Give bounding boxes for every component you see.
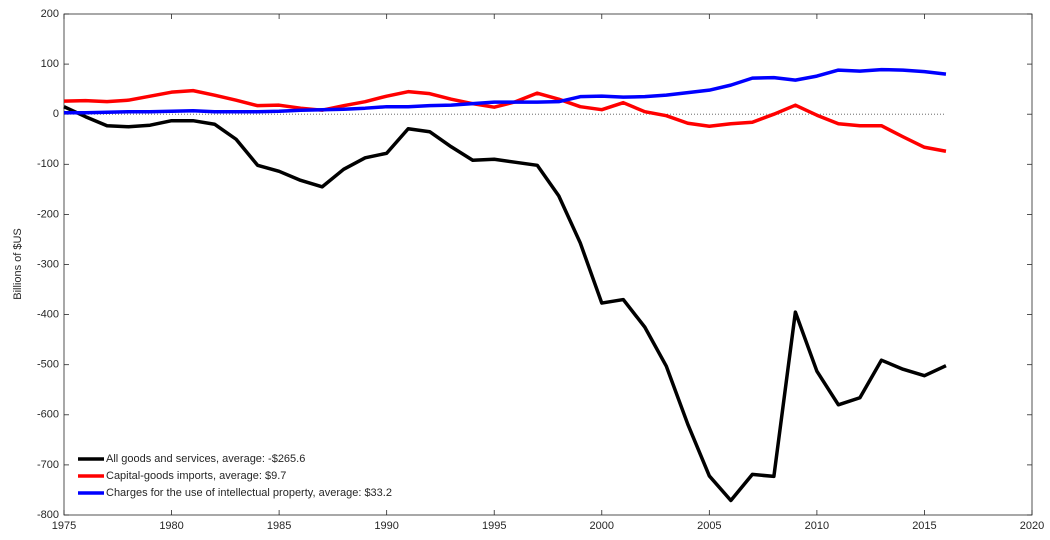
y-tick-label: 200	[41, 8, 59, 20]
y-tick-label: 0	[53, 108, 59, 120]
y-tick-label: 100	[41, 58, 59, 70]
x-tick-label: 1975	[52, 520, 76, 532]
series-line	[63, 88, 947, 153]
series-line	[64, 67, 947, 115]
y-tick-label: -800	[37, 509, 59, 521]
legend-label: Charges for the use of intellectual prop…	[106, 487, 392, 499]
x-tick-label: 2015	[912, 520, 936, 532]
legend-label: All goods and services, average: -$265.6	[106, 453, 305, 465]
x-tick-label: 1980	[159, 520, 183, 532]
legend-label: Capital-goods imports, average: $9.7	[106, 470, 286, 482]
x-tick-label: 1985	[267, 520, 291, 532]
y-tick-label: -600	[37, 409, 59, 421]
x-tick-label: 1990	[374, 520, 398, 532]
x-tick-label: 1995	[482, 520, 506, 532]
x-tick-label: 2000	[590, 520, 614, 532]
series-line	[63, 105, 947, 503]
x-tick-label: 2005	[697, 520, 721, 532]
y-tick-label: -500	[37, 359, 59, 371]
y-tick-label: -100	[37, 158, 59, 170]
y-tick-label: -400	[37, 309, 59, 321]
y-tick-label: -300	[37, 258, 59, 270]
x-tick-label: 2020	[1020, 520, 1044, 532]
y-axis-label: Billions of $US	[12, 228, 24, 300]
plot-area	[63, 13, 1033, 516]
y-tick-label: -700	[37, 459, 59, 471]
x-tick-label: 2010	[805, 520, 829, 532]
y-tick-label: -200	[37, 208, 59, 220]
